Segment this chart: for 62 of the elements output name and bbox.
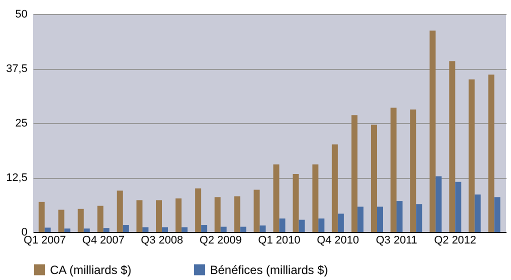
bar [298, 220, 305, 232]
bar [494, 197, 500, 232]
y-tick-label: 12,5 [6, 172, 28, 184]
y-tick-label: 25 [15, 118, 28, 130]
x-tick-label: Q2 2012 [434, 234, 476, 246]
bar [390, 108, 397, 232]
x-tick-label: Q1 2007 [24, 234, 66, 246]
bar [488, 74, 494, 232]
bar [136, 200, 142, 232]
bar [254, 190, 260, 232]
bar [318, 218, 324, 232]
y-tick-label: 50 [15, 8, 28, 20]
bar [396, 201, 403, 232]
bar [449, 61, 456, 232]
bar [38, 202, 45, 232]
x-tick-label: Q3 2011 [376, 234, 418, 246]
legend-label: Bénéfices (milliards $) [210, 262, 328, 277]
bar [176, 198, 182, 232]
bar [214, 197, 221, 232]
bar [416, 204, 422, 232]
bar [182, 227, 188, 232]
bar [64, 228, 70, 232]
bar [455, 182, 462, 232]
bar [260, 225, 266, 232]
x-tick-label: Q1 2010 [258, 234, 300, 246]
bar [377, 206, 384, 232]
bar [220, 226, 227, 232]
bar [292, 174, 299, 232]
bar [240, 226, 246, 232]
bar [332, 144, 338, 232]
x-tick-label: Q4 2010 [316, 234, 360, 246]
bar [162, 227, 168, 232]
bar [430, 30, 436, 232]
bar [410, 109, 416, 232]
bar [97, 206, 104, 232]
x-tick-label: Q2 2009 [200, 234, 242, 246]
bar [84, 228, 90, 232]
legend-label: CA (milliards $) [50, 262, 132, 277]
y-tick-label: 37,5 [6, 63, 28, 75]
bar [474, 194, 481, 232]
bar [279, 218, 286, 232]
bar [357, 206, 364, 232]
bar [116, 190, 123, 232]
bar [156, 200, 162, 232]
bar [312, 164, 318, 232]
bar [58, 210, 64, 232]
bar [201, 225, 208, 232]
bar [44, 228, 51, 232]
x-tick-label: Q4 2007 [82, 234, 124, 246]
bar [142, 227, 148, 232]
bar [370, 124, 377, 232]
bar [351, 115, 358, 232]
bar [468, 79, 475, 232]
x-tick-label: Q3 2008 [140, 234, 184, 246]
bar [103, 228, 110, 232]
bar [338, 214, 344, 232]
bar [78, 208, 84, 232]
bar [436, 176, 442, 232]
bar [234, 196, 240, 232]
bar [273, 164, 280, 232]
bar [195, 188, 202, 232]
bar [122, 225, 129, 232]
